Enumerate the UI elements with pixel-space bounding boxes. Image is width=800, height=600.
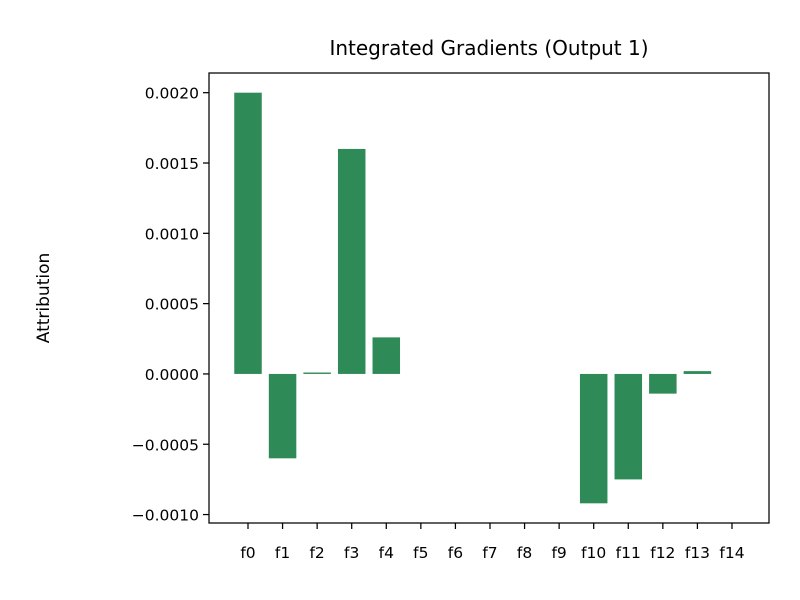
plot-frame [208, 72, 770, 524]
bars-group [234, 92, 712, 504]
x-tick-label: f3 [344, 544, 359, 562]
x-tick-label: f5 [413, 544, 428, 562]
chart-title: Integrated Gradients (Output 1) [329, 36, 648, 60]
y-tick-label: 0.0020 [145, 85, 199, 103]
x-tick-label: f10 [581, 544, 606, 562]
x-tick-label: f13 [685, 544, 710, 562]
x-tick-label: f6 [448, 544, 463, 562]
bar-f13 [683, 371, 712, 374]
bar-f3 [337, 148, 366, 374]
y-tick-label: 0.0005 [145, 296, 199, 314]
x-tick-label: f14 [719, 544, 744, 562]
x-tick-label: f9 [551, 544, 566, 562]
bar-f12 [649, 373, 677, 394]
x-tick-label: f1 [275, 544, 290, 562]
bar-f0 [234, 92, 262, 374]
bar-f4 [372, 337, 401, 374]
y-tick-label: −0.0010 [132, 507, 199, 525]
y-tick-label: 0.0000 [145, 366, 199, 384]
y-axis-ticks: −0.0010 −0.0005 0.0000 0.0005 0.0010 0.0015 0.… [132, 85, 209, 525]
y-tick-label: −0.0005 [132, 436, 199, 454]
x-tick-label: f0 [240, 544, 255, 562]
x-tick-label: f4 [379, 544, 394, 562]
x-tick-label: f12 [650, 544, 675, 562]
x-tick-label: f2 [309, 544, 324, 562]
x-tick-label: f8 [517, 544, 532, 562]
bar-f2 [303, 372, 331, 374]
x-tick-label: f11 [616, 544, 641, 562]
x-tick-label: f7 [482, 544, 497, 562]
bar-f11 [614, 373, 643, 480]
y-tick-label: 0.0010 [145, 225, 199, 243]
bar-f10 [579, 373, 608, 504]
y-tick-label: 0.0015 [145, 155, 199, 173]
x-axis-ticks: f0 f1 f2 f3 f4 f5 f6 f7 f8 f9 f10 f11 f12 f13 f14 [240, 523, 745, 562]
y-axis-label: Attribution [34, 253, 54, 344]
bar-f1 [268, 373, 297, 459]
